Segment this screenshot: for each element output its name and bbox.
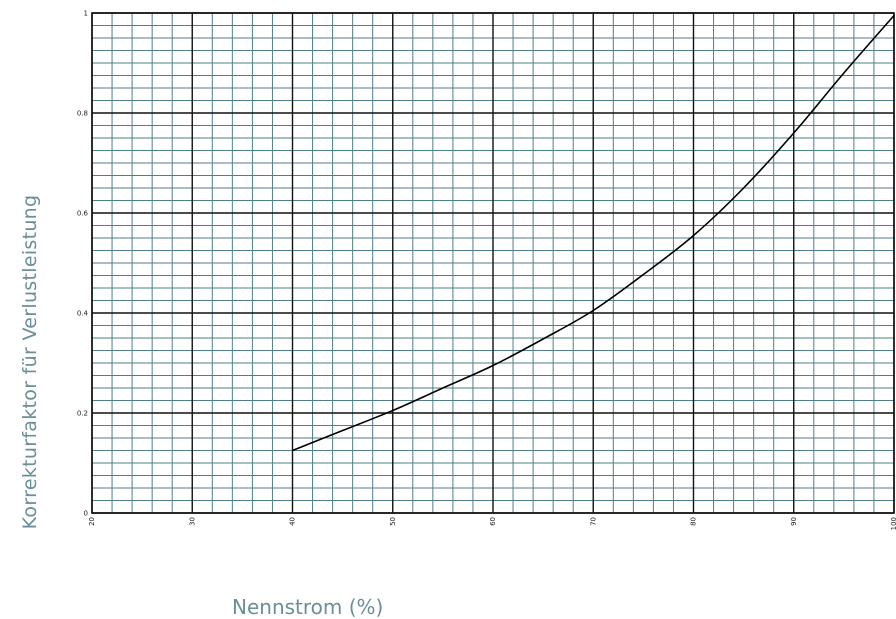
x-tick-labels: 20 30 40 50 60 70 80 90 100 [88,517,896,530]
x-tick-label: 90 [790,517,798,526]
x-tick-label: 30 [188,517,196,526]
x-tick-label: 40 [289,517,297,526]
y-axis-label: Korrekturfaktor für Verlustleistung [19,194,41,530]
x-tick-label: 50 [389,517,397,526]
y-tick-label: 0.6 [77,210,89,218]
minor-grid [92,13,894,513]
x-tick-label: 20 [88,517,96,526]
y-tick-label: 0.2 [77,410,88,418]
series-lines [292,14,895,452]
y-tick-label: 1 [84,10,88,18]
major-grid [91,12,895,514]
y-tick-label: 0.4 [77,310,89,318]
chart: 20 30 40 50 60 70 80 90 100 0 0.2 0.4 0.6 0.8 1 [77,10,896,531]
x-axis-label: Nennstrom (%) [232,595,384,619]
plot-frame [91,12,895,514]
x-tick-label: 80 [690,517,698,526]
y-tick-label: 0 [84,510,88,518]
y-tick-labels: 0 0.2 0.4 0.6 0.8 1 [77,10,89,518]
y-tick-label: 0.8 [77,110,88,118]
series-line [292,14,895,452]
x-tick-label: 70 [589,517,597,526]
x-tick-label: 100 [890,517,896,530]
x-tick-label: 60 [489,517,497,526]
